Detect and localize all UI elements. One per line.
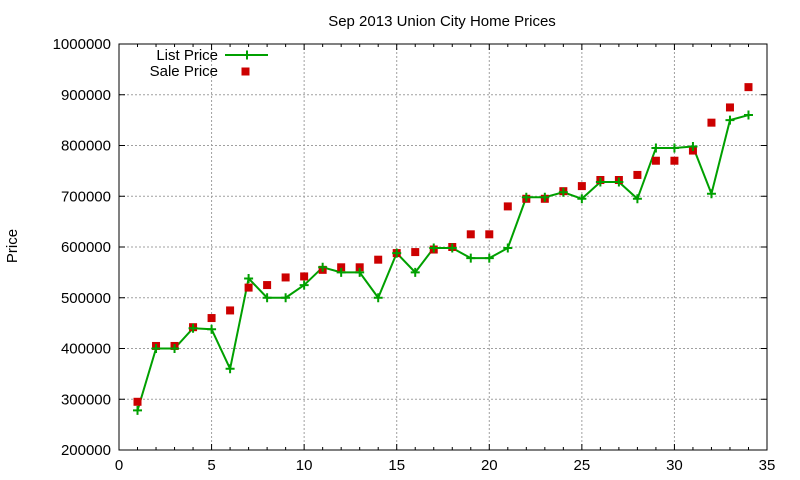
sale-price-point <box>670 156 679 165</box>
sale-price-point <box>263 281 272 290</box>
sale-price-point <box>281 273 290 282</box>
legend: List Price Sale Price <box>150 47 268 80</box>
list-price-point <box>725 115 735 125</box>
x-tick-label: 0 <box>115 457 123 474</box>
sale-price-point <box>577 182 586 191</box>
list-price-point <box>595 177 605 187</box>
y-tick-label: 900000 <box>61 87 111 104</box>
list-price-point <box>188 323 198 333</box>
grid-lines <box>119 44 767 450</box>
list-price-point <box>577 194 587 204</box>
x-tick-label: 15 <box>388 457 405 474</box>
y-tick-label: 600000 <box>61 239 111 256</box>
y-tick-label: 200000 <box>61 442 111 459</box>
sale-price-point <box>411 248 420 257</box>
list-price-point <box>688 142 698 152</box>
list-price-point <box>614 177 624 187</box>
legend-label-sale-price: Sale Price <box>150 63 218 80</box>
list-price-point <box>244 273 254 283</box>
y-tick-label: 300000 <box>61 391 111 408</box>
series-layer <box>133 83 753 415</box>
sale-price-point <box>226 306 235 315</box>
sale-price-point <box>244 283 253 292</box>
list-price-point <box>225 364 235 374</box>
list-price-point <box>521 192 531 202</box>
legend-marker-sale-price <box>241 67 250 76</box>
y-tick-label: 1000000 <box>53 36 111 53</box>
sale-price-point <box>633 170 642 179</box>
list-price-point <box>133 405 143 415</box>
y-tick-label: 700000 <box>61 188 111 205</box>
list-price-point <box>540 192 550 202</box>
sale-price-point <box>133 397 142 406</box>
list-price-point <box>170 344 180 353</box>
list-price-point <box>632 194 642 204</box>
y-tick-label: 800000 <box>61 138 111 155</box>
sale-price-point <box>207 314 216 323</box>
list-price-point <box>355 267 365 277</box>
list-price-point <box>299 280 309 290</box>
sale-price-point <box>707 118 716 127</box>
y-tick-label: 500000 <box>61 290 111 307</box>
list-price-point <box>743 110 753 120</box>
list-price-point <box>262 293 272 303</box>
sale-price-point <box>374 255 383 264</box>
x-tick-label: 35 <box>759 457 776 474</box>
list-price-point <box>651 143 661 153</box>
sale-price-point <box>744 83 753 92</box>
sale-price-point <box>337 263 346 272</box>
sale-price-point <box>485 230 494 239</box>
list-price-point <box>410 267 420 277</box>
list-price-point <box>447 243 457 253</box>
list-price-point <box>207 324 217 334</box>
legend-label-list-price: List Price <box>156 47 218 64</box>
list-price-point <box>318 262 328 272</box>
list-price-point <box>669 143 679 153</box>
list-price-point <box>281 293 291 303</box>
list-price-point <box>151 344 161 353</box>
y-tick-label: 400000 <box>61 341 111 358</box>
sale-price-point <box>651 156 660 165</box>
x-tick-label: 20 <box>481 457 498 474</box>
list-price-point <box>503 243 513 253</box>
x-tick-label: 10 <box>296 457 313 474</box>
x-tick-label: 30 <box>666 457 683 474</box>
sale-price-point <box>355 263 364 272</box>
list-price-point <box>558 187 568 197</box>
axis-ticks: 0 5 10 15 20 25 30 35 200000 300000 400000 500000 60… <box>53 36 776 474</box>
sale-price-point <box>466 230 475 239</box>
list-price-point <box>392 248 402 258</box>
x-tick-label: 5 <box>207 457 215 474</box>
x-tick-label: 25 <box>574 457 591 474</box>
list-price-point <box>466 253 476 263</box>
list-price-point <box>706 189 716 199</box>
list-price-point <box>429 243 439 253</box>
sale-price-point <box>725 103 734 112</box>
list-price-point <box>484 253 494 263</box>
chart-title: Sep 2013 Union City Home Prices <box>328 13 556 30</box>
sale-price-point <box>300 272 309 281</box>
list-price-line <box>136 114 749 411</box>
list-price-point <box>336 267 346 277</box>
sale-price-point <box>503 202 512 211</box>
legend-marker-list-price <box>242 50 252 60</box>
list-price-point <box>373 293 383 303</box>
y-axis-label: Price <box>4 229 21 263</box>
